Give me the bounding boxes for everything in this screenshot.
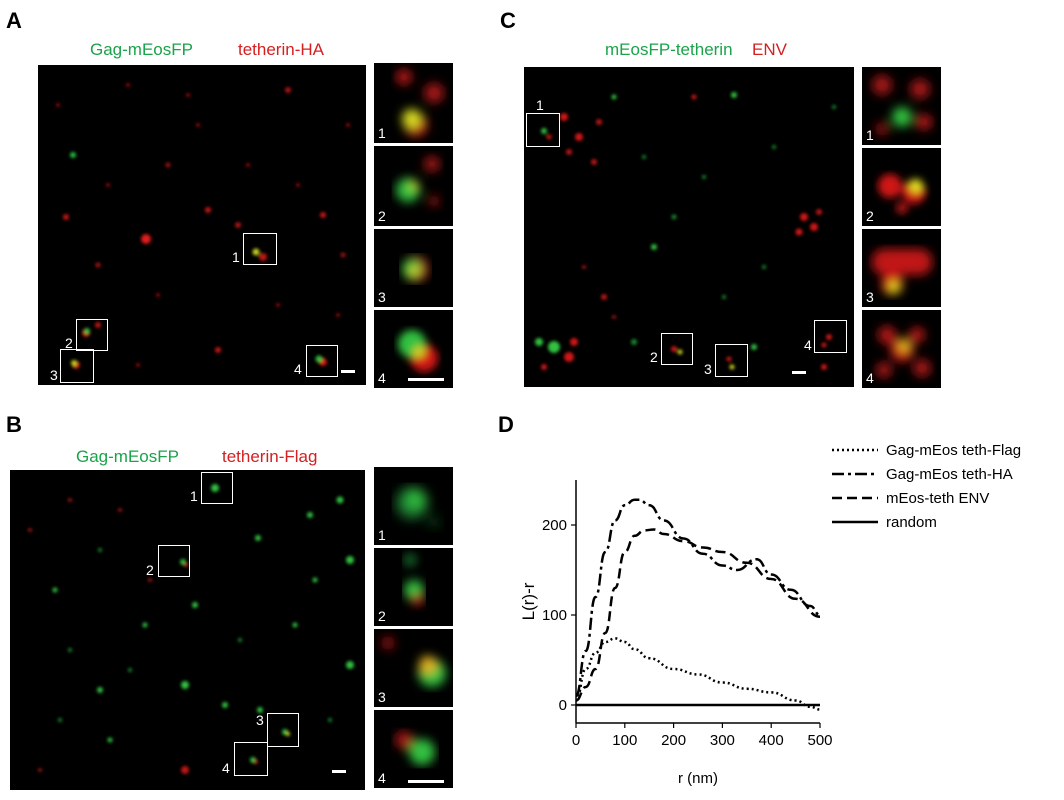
panel-label-a: A [6,8,22,33]
panel-a-caption-green: Gag-mEosFP [90,40,193,59]
panel-b-micrograph: 1 2 3 4 [10,470,365,790]
panel-c-inset-label-1: 1 [866,127,874,143]
panel-a-roi-box-3 [60,349,94,383]
legend-label: Gag-mEos teth-HA [886,466,1013,483]
panel-c-scale-bar [792,371,806,374]
panel-b-inset-label-2: 2 [378,608,386,624]
panel-c-roi-box-1 [526,113,560,147]
panel-c-roi-label-1: 1 [536,97,544,113]
panel-c-inset-3: 3 [862,229,941,307]
panel-a-roi-box-1 [243,233,277,265]
panel-b-caption-green: Gag-mEosFP [76,447,179,466]
panel-b-roi-label-4: 4 [222,760,230,776]
series-line-meos-teth-env [575,528,821,702]
panel-b-roi-label-2: 2 [146,562,154,578]
panel-a-micrograph: 1 2 3 4 [38,65,366,385]
panel-c-inset-label-2: 2 [866,208,874,224]
panel-a-inset-label-4: 4 [378,370,386,386]
panel-b-inset-label-4: 4 [378,770,386,786]
panel-a-roi-label-3: 3 [50,367,58,383]
panel-a-inset-scale-bar [408,378,444,381]
panel-b-caption-red: tetherin-Flag [222,447,318,466]
panel-c-inset-1: 1 [862,67,941,145]
panel-b-inset-label-1: 1 [378,527,386,543]
panel-b-roi-box-3 [267,713,299,747]
panel-c-roi-box-3 [715,344,748,377]
series-line-gag-meos-teth-flag [574,637,821,711]
legend-label: mEos-teth ENV [886,490,989,507]
panel-a-roi-label-2: 2 [65,335,73,351]
panel-c-roi-box-4 [814,320,847,353]
y-axis-label: L(r)-r [519,582,538,620]
panel-b-scale-bar [332,770,346,773]
panel-a-roi-label-1: 1 [232,249,240,265]
x-tick-label: 500 [807,732,832,749]
panel-c-roi-label-2: 2 [650,349,658,365]
panel-c-roi-label-4: 4 [804,337,812,353]
x-tick-label: 100 [612,732,637,749]
panel-c-caption-red: ENV [752,40,787,59]
panel-b-inset-4: 4 [374,710,453,788]
panel-c-inset-label-4: 4 [866,370,874,386]
panel-a-inset-label-1: 1 [378,125,386,141]
panel-label-b: B [6,412,22,437]
panel-c-caption-green: mEosFP-tetherin [605,40,733,59]
panel-c-roi-label-3: 3 [704,361,712,377]
panel-a-inset-label-2: 2 [378,208,386,224]
x-tick-label: 300 [710,732,735,749]
panel-a-scale-bar [341,370,355,373]
legend-label: random [886,514,937,531]
panel-a-roi-box-2 [76,319,108,351]
panel-a-inset-4: 4 [374,310,453,388]
y-tick-label: 100 [542,607,567,624]
panel-c-inset-2: 2 [862,148,941,226]
panel-label-d: D [498,412,514,437]
panel-b-inset-scale-bar [408,780,444,783]
x-tick-label: 200 [661,732,686,749]
x-tick-label: 0 [572,732,580,749]
panel-c-roi-box-2 [661,333,693,365]
panel-a-caption-red: tetherin-HA [238,40,324,59]
panel-a-roi-box-4 [306,345,338,377]
panel-c-micrograph: 1 2 3 4 [524,67,854,387]
panel-a-inset-3: 3 [374,229,453,307]
panel-b-roi-box-2 [158,545,190,577]
panel-c-inset-4: 4 [862,310,941,388]
panel-a-inset-1: 1 [374,63,453,143]
x-tick-label: 400 [759,732,784,749]
panel-b-roi-box-1 [201,472,233,504]
panel-b-inset-1: 1 [374,467,453,545]
panel-d-chart: 0 100 200 300 400 500 0 100 200 r (nm) L(r)-r Gag-… [519,442,1021,787]
x-axis-label: r (nm) [678,770,718,787]
panel-a-inset-label-3: 3 [378,289,386,305]
panel-c-inset-label-3: 3 [866,289,874,305]
panel-b-inset-2: 2 [374,548,453,626]
panel-b-roi-label-3: 3 [256,712,264,728]
panel-label-c: C [500,8,516,33]
panel-b-inset-3: 3 [374,629,453,707]
panel-b-roi-label-1: 1 [190,488,198,504]
y-tick-label: 0 [559,697,567,714]
legend-label: Gag-mEos teth-Flag [886,442,1021,459]
y-tick-label: 200 [542,517,567,534]
series-line-gag-meos-teth-ha [574,498,821,698]
panel-b-inset-label-3: 3 [378,689,386,705]
panel-b-roi-box-4 [234,742,268,776]
panel-a-inset-2: 2 [374,146,453,226]
panel-a-roi-label-4: 4 [294,361,302,377]
